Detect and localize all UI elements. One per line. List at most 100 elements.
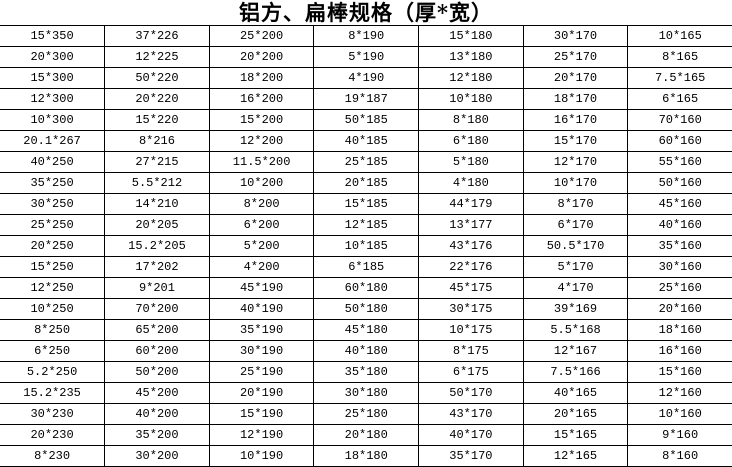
table-row: 25*250 20*205 6*200 12*185 13*177 6*170 40*160 (0, 214, 732, 236)
table-cell: 18*180 (313, 445, 420, 467)
table-cell: 5.2*250 (0, 361, 106, 383)
table-cell: 25*200 (208, 25, 315, 47)
table-cell: 13*177 (418, 214, 524, 236)
table-cell: 12*225 (104, 46, 210, 68)
table-cell: 8*160 (627, 445, 732, 467)
table-cell: 40*250 (0, 151, 106, 173)
table-cell: 50*185 (313, 109, 420, 131)
table-cell: 10*300 (0, 109, 106, 131)
table-cell: 12*167 (522, 340, 629, 362)
table-cell: 15*185 (313, 193, 420, 215)
table-cell: 35*170 (418, 445, 524, 467)
table-cell: 6*165 (627, 88, 732, 110)
table-cell: 12*160 (627, 382, 732, 404)
table-cell: 30*170 (522, 25, 629, 47)
table-cell: 20*300 (0, 46, 106, 68)
table-cell: 18*160 (627, 319, 732, 341)
table-cell: 15*200 (208, 109, 315, 131)
table-cell: 5.5*168 (522, 319, 629, 341)
table-cell: 43*170 (418, 403, 524, 425)
table-cell: 5*170 (522, 256, 629, 278)
table-cell: 10*175 (418, 319, 524, 341)
table-cell: 55*160 (627, 151, 732, 173)
table-row: 15*350 37*226 25*200 8*190 15*180 30*170 10*16… (0, 25, 732, 47)
table-cell: 12*250 (0, 277, 106, 299)
table-cell: 5*190 (313, 46, 420, 68)
table-cell: 8*180 (418, 109, 524, 131)
table-cell: 15*300 (0, 67, 106, 89)
table-cell: 25*160 (627, 277, 732, 299)
table-cell: 8*190 (313, 25, 420, 47)
table-row: 5.2*250 50*200 25*190 35*180 6*175 7.5*166 15*… (0, 361, 732, 383)
table-cell: 20*230 (0, 424, 106, 446)
table-cell: 70*160 (627, 109, 732, 131)
table-cell: 10*185 (313, 235, 420, 257)
table-cell: 37*226 (104, 25, 210, 47)
table-row: 20*230 35*200 12*190 20*180 40*170 15*165 9*16… (0, 424, 732, 446)
table-cell: 30*160 (627, 256, 732, 278)
table-cell: 12*185 (313, 214, 420, 236)
table-cell: 17*202 (104, 256, 210, 278)
table-row: 30*230 40*200 15*190 25*180 43*170 20*165 10*1… (0, 403, 732, 425)
table-cell: 6*250 (0, 340, 106, 362)
table-cell: 8*165 (627, 46, 732, 68)
table-cell: 8*170 (522, 193, 629, 215)
table-cell: 30*175 (418, 298, 524, 320)
table-cell: 27*215 (104, 151, 210, 173)
table-cell: 6*180 (418, 130, 524, 152)
table-cell: 10*190 (208, 445, 315, 467)
table-cell: 10*165 (627, 25, 732, 47)
table-cell: 8*250 (0, 319, 106, 341)
table-cell: 20*160 (627, 298, 732, 320)
table-cell: 20*250 (0, 235, 106, 257)
table-cell: 8*230 (0, 445, 106, 467)
table-cell: 19*187 (313, 88, 420, 110)
table-cell: 20*185 (313, 172, 420, 194)
table-cell: 40*180 (313, 340, 420, 362)
table-cell: 9*160 (627, 424, 732, 446)
table-row: 15.2*235 45*200 20*190 30*180 50*170 40*165 12… (0, 382, 732, 404)
table-cell: 40*160 (627, 214, 732, 236)
table-cell: 10*160 (627, 403, 732, 425)
table-cell: 9*201 (104, 277, 210, 299)
spec-table: 15*350 37*226 25*200 8*190 15*180 30*170 10*16… (0, 25, 732, 467)
table-cell: 40*170 (418, 424, 524, 446)
table-cell: 15*170 (522, 130, 629, 152)
table-cell: 12*170 (522, 151, 629, 173)
table-row: 15*300 50*220 18*200 4*190 12*180 20*170 7.5*1… (0, 67, 732, 89)
table-cell: 43*176 (418, 235, 524, 257)
table-cell: 15.2*205 (104, 235, 210, 257)
table-cell: 60*160 (627, 130, 732, 152)
table-cell: 45*175 (418, 277, 524, 299)
table-row: 20*300 12*225 20*200 5*190 13*180 25*170 8*165 (0, 46, 732, 68)
table-cell: 15.2*235 (0, 382, 106, 404)
table-cell: 20*165 (522, 403, 629, 425)
table-cell: 50*160 (627, 172, 732, 194)
table-cell: 45*190 (208, 277, 315, 299)
table-cell: 70*200 (104, 298, 210, 320)
table-cell: 20.1*267 (0, 130, 106, 152)
table-cell: 5*180 (418, 151, 524, 173)
table-row: 8*230 30*200 10*190 18*180 35*170 12*165 8*160 (0, 445, 732, 467)
table-cell: 44*179 (418, 193, 524, 215)
table-cell: 20*190 (208, 382, 315, 404)
table-cell: 45*160 (627, 193, 732, 215)
table-row: 20*250 15.2*205 5*200 10*185 43*176 50.5*170 3… (0, 235, 732, 257)
table-cell: 4*170 (522, 277, 629, 299)
table-cell: 30*250 (0, 193, 106, 215)
table-row: 12*300 20*220 16*200 19*187 10*180 18*170 6*16… (0, 88, 732, 110)
table-cell: 15*190 (208, 403, 315, 425)
table-cell: 30*190 (208, 340, 315, 362)
table-row: 30*250 14*210 8*200 15*185 44*179 8*170 45*160 (0, 193, 732, 215)
table-cell: 65*200 (104, 319, 210, 341)
table-cell: 25*180 (313, 403, 420, 425)
table-cell: 20*205 (104, 214, 210, 236)
table-row: 12*250 9*201 45*190 60*180 45*175 4*170 25*160 (0, 277, 732, 299)
table-cell: 10*180 (418, 88, 524, 110)
table-cell: 45*200 (104, 382, 210, 404)
table-cell: 15*350 (0, 25, 106, 47)
table-cell: 20*170 (522, 67, 629, 89)
table-row: 15*250 17*202 4*200 6*185 22*176 5*170 30*160 (0, 256, 732, 278)
table-cell: 50*170 (418, 382, 524, 404)
page-title: 铝方、扁棒规格（厚*宽） (239, 0, 493, 25)
